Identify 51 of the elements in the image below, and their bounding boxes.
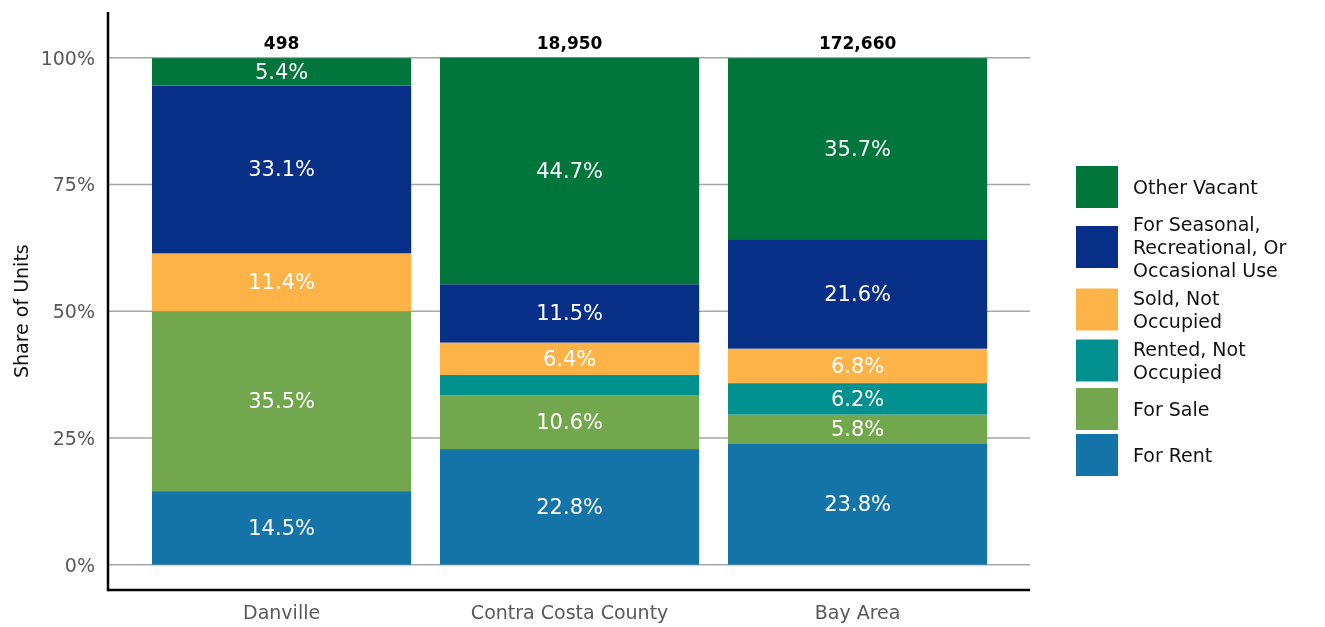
y-tick-label: 75% xyxy=(52,173,95,196)
y-tick-label: 25% xyxy=(52,426,95,449)
data-label: 6.2% xyxy=(830,386,885,411)
data-label: 35.7% xyxy=(824,136,891,161)
bar xyxy=(728,239,988,349)
bar xyxy=(728,443,988,565)
bar xyxy=(728,58,988,240)
bar xyxy=(152,58,412,86)
legend-label: For Seasonal, Recreational, Or Occasional Use xyxy=(1133,213,1293,281)
bar xyxy=(728,348,988,384)
legend-label: For Rent xyxy=(1133,444,1213,466)
data-label: 33.1% xyxy=(248,157,315,182)
x-tick-label: Danville xyxy=(243,601,321,623)
legend-label: Rented, Not Occupied xyxy=(1133,338,1252,383)
data-label: 11.4% xyxy=(248,270,315,295)
y-tick-label: 100% xyxy=(40,46,95,69)
bar xyxy=(440,449,700,565)
legend-label: Other Vacant xyxy=(1133,176,1258,198)
bar xyxy=(440,57,700,285)
y-tick-label: 50% xyxy=(52,300,95,323)
bar xyxy=(728,383,988,415)
bar xyxy=(152,311,412,492)
y-tick-label: 0% xyxy=(64,553,95,576)
bar xyxy=(440,284,700,343)
x-tick-label: Bay Area xyxy=(814,601,901,623)
bar xyxy=(440,375,700,396)
annotation: 172,660 xyxy=(818,32,897,53)
data-label: 21.6% xyxy=(824,281,891,306)
data-label: 23.8% xyxy=(824,492,891,517)
annotation: 18,950 xyxy=(536,32,603,53)
legend-label: Sold, Not Occupied xyxy=(1133,287,1226,332)
bar xyxy=(152,85,412,254)
data-label: 22.8% xyxy=(536,494,603,519)
bar xyxy=(152,491,412,565)
annotation: 498 xyxy=(263,32,300,53)
bar xyxy=(440,342,700,376)
bar xyxy=(728,414,988,444)
data-label: 11.5% xyxy=(536,301,603,326)
bar xyxy=(440,395,700,450)
y-axis-title: Share of Units xyxy=(10,244,32,379)
data-label: 14.5% xyxy=(248,515,315,540)
data-label: 44.7% xyxy=(536,158,603,183)
data-label: 5.4% xyxy=(254,59,309,84)
data-label: 6.8% xyxy=(830,353,885,378)
legend-label: For Sale xyxy=(1133,398,1210,420)
data-label: 10.6% xyxy=(536,410,603,435)
bar xyxy=(152,253,412,312)
data-label: 5.8% xyxy=(830,417,885,442)
x-tick-label: Contra Costa County xyxy=(470,601,669,623)
data-label: 35.5% xyxy=(248,389,315,414)
data-label: 6.4% xyxy=(542,346,597,371)
